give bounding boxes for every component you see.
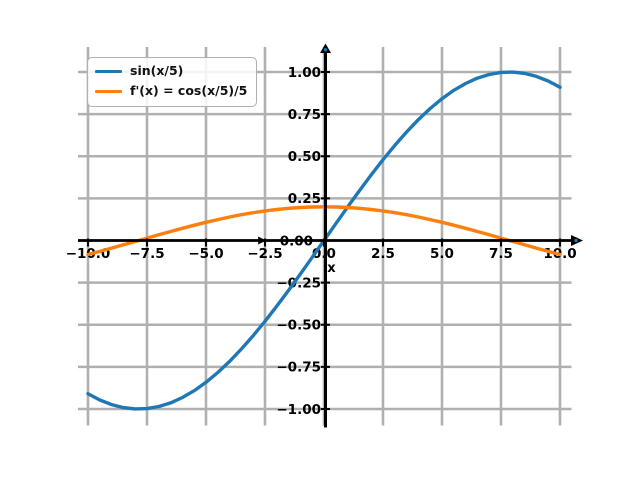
legend-label-sin: sin(x/5) <box>130 63 184 79</box>
y-tick-label: 0.75 <box>288 107 321 123</box>
legend-item-sin: sin(x/5) <box>95 63 247 80</box>
legend-line-sample-sin <box>95 69 122 74</box>
legend-line-sample-derivative <box>95 89 122 94</box>
y-tick-label: 0.25 <box>288 191 321 207</box>
y-tick-label: −0.75 <box>276 360 321 376</box>
y-tick-label: 0.50 <box>288 149 321 165</box>
x-axis-arrow-accent <box>574 238 578 243</box>
stray-right-arrow-marker-icon <box>258 236 267 245</box>
x-tick-label: −2.5 <box>247 246 282 262</box>
y-axis-arrow-accent <box>323 48 328 52</box>
y-tick-label: −1.00 <box>276 402 321 418</box>
x-tick-label: −7.5 <box>129 246 164 262</box>
y-tick-label: −0.25 <box>276 275 321 291</box>
legend-label-derivative: f'(x) = cos(x/5)/5 <box>130 83 248 99</box>
legend-item-derivative: f'(x) = cos(x/5)/5 <box>95 83 247 100</box>
y-tick-label: 1.00 <box>288 65 321 81</box>
x-tick-label: 5.0 <box>430 246 454 262</box>
y-tick-label: −0.50 <box>276 318 321 334</box>
legend: sin(x/5) f'(x) = cos(x/5)/5 <box>87 57 258 107</box>
x-tick-label: 2.5 <box>371 246 395 262</box>
x-axis-label: x <box>327 261 336 276</box>
x-tick-label: 7.5 <box>489 246 513 262</box>
x-tick-label: −5.0 <box>188 246 223 262</box>
